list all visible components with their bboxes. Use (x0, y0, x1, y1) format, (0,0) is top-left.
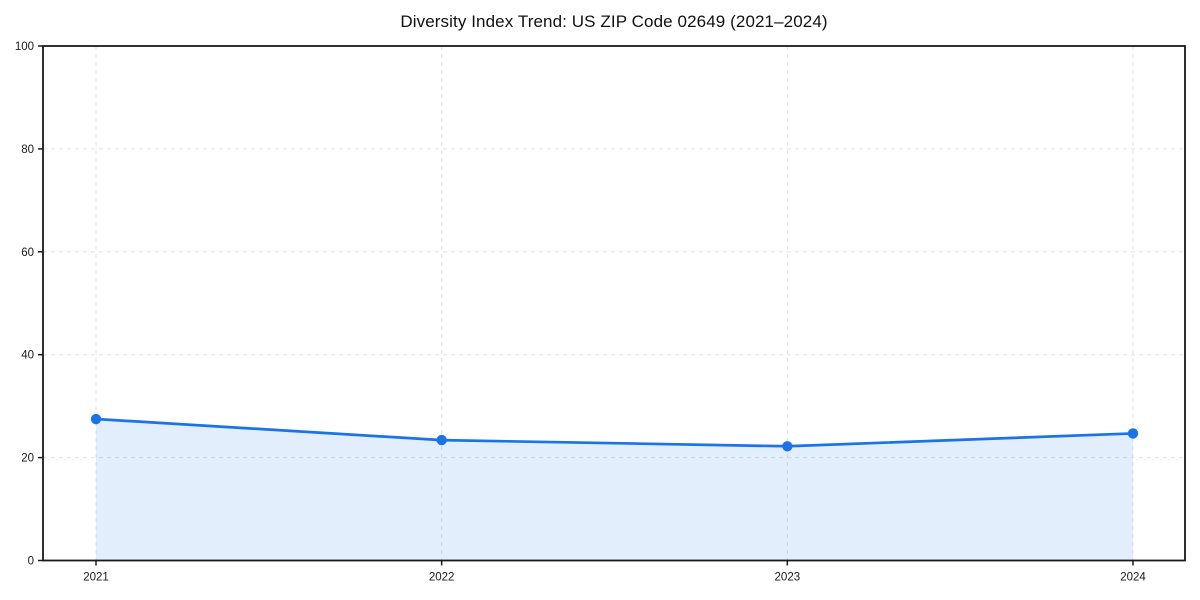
chart-title: Diversity Index Trend: US ZIP Code 02649… (400, 12, 828, 31)
x-tick-label: 2021 (83, 572, 109, 584)
y-tick-label: 100 (15, 41, 34, 53)
y-tick-label: 0 (28, 556, 34, 568)
x-tick-label: 2024 (1120, 572, 1146, 584)
data-line (94, 417, 1135, 448)
data-point-marker (436, 434, 447, 446)
y-tick-label: 60 (21, 247, 34, 259)
y-tick-label: 80 (21, 144, 34, 156)
data-point-marker (1127, 428, 1139, 439)
x-tick-label: 2023 (775, 572, 801, 584)
y-tick-label: 20 (21, 453, 34, 465)
x-tick-label: 2022 (429, 572, 455, 584)
data-point-marker (90, 413, 102, 425)
area-fill (96, 419, 1133, 561)
data-point-marker (782, 441, 793, 452)
plot-border (42, 45, 1186, 562)
y-tick-label: 40 (21, 350, 34, 362)
